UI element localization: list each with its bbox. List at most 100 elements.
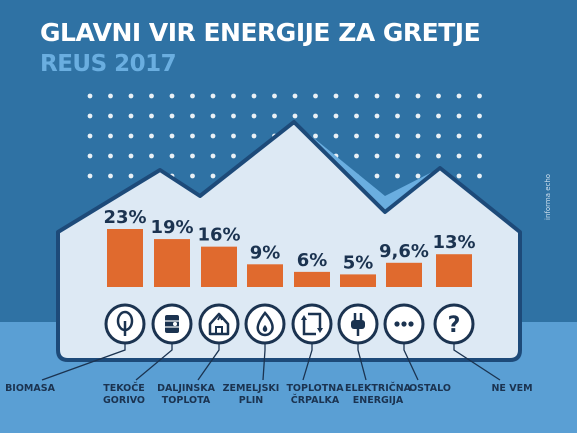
- background-dot: [415, 153, 421, 159]
- background-dot: [231, 113, 236, 119]
- background-dot: [190, 173, 195, 179]
- background-dot: [128, 173, 134, 179]
- background-dot: [169, 133, 175, 139]
- background-dot: [87, 153, 93, 159]
- background-dot: [149, 93, 154, 99]
- background-dot: [415, 133, 421, 139]
- background-dot: [231, 133, 236, 139]
- bar: [247, 264, 283, 287]
- background-dot: [354, 133, 359, 139]
- background-dot: [354, 153, 359, 159]
- bars-group: [107, 229, 472, 287]
- background-dot: [333, 113, 339, 119]
- bar-value-label: 6%: [297, 250, 328, 271]
- background-dot: [251, 93, 257, 99]
- background-dot: [210, 113, 216, 119]
- tree-icon: [104, 303, 146, 345]
- background-dot: [354, 113, 359, 119]
- background-dot: [128, 93, 134, 99]
- flame-icon: [244, 303, 286, 345]
- background-dot: [87, 173, 93, 179]
- background-dot: [436, 133, 441, 139]
- background-dot: [374, 173, 380, 179]
- background-dot: [169, 153, 175, 159]
- page-subtitle: REUS 2017: [40, 51, 177, 77]
- category-label: DALJINSKA TOPLOTA: [157, 383, 215, 406]
- background-dot: [190, 93, 195, 99]
- background-dot: [395, 113, 400, 119]
- category-label: TEKOČE GORIVO: [103, 383, 145, 406]
- bar: [154, 239, 190, 287]
- district-heating-icon: [198, 303, 240, 345]
- background-dot: [87, 133, 93, 139]
- bar: [340, 274, 376, 287]
- background-dot: [231, 153, 236, 159]
- question-icon: ?: [433, 303, 475, 345]
- background-dot: [251, 113, 257, 119]
- background-dot: [128, 113, 134, 119]
- category-label: OSTALO: [409, 383, 451, 394]
- background-dot: [149, 113, 154, 119]
- svg-text:?: ?: [448, 313, 461, 338]
- background-dot: [149, 133, 154, 139]
- bar-value-label: 23%: [103, 207, 146, 228]
- value-labels-group: 23% 19% 16% 9% 6% 5%9,6% 13%: [103, 207, 475, 273]
- background-dot: [292, 113, 298, 119]
- bar: [294, 271, 330, 287]
- bar: [107, 229, 143, 287]
- background-dot: [395, 173, 400, 179]
- background-dot: [395, 93, 400, 99]
- background-dot: [87, 113, 93, 119]
- background-dot: [169, 113, 175, 119]
- background-dot: [149, 153, 154, 159]
- background-dot: [374, 153, 380, 159]
- background-dot: [87, 93, 93, 99]
- background-dot: [292, 93, 298, 99]
- background-dot: [128, 153, 134, 159]
- background-dot: [210, 133, 216, 139]
- background-dot: [190, 153, 195, 159]
- background-dot: [415, 113, 421, 119]
- background-dot: [272, 93, 277, 99]
- category-label: NE VEM: [491, 383, 533, 394]
- background-dot: [374, 133, 380, 139]
- background-dot: [128, 133, 134, 139]
- house-body: [56, 120, 522, 362]
- bar: [436, 254, 472, 287]
- page-title: GLAVNI VIR ENERGIJE ZA GRETJE: [40, 18, 481, 47]
- category-label: ZEMELJSKI PLIN: [222, 383, 280, 406]
- background-dot: [415, 173, 421, 179]
- background-dot: [436, 113, 441, 119]
- background-dot: [456, 153, 462, 159]
- background-dot: [456, 93, 462, 99]
- category-label: TOPLOTNA ČRPALKA: [286, 383, 344, 406]
- background-dot: [436, 93, 441, 99]
- background-dot: [456, 133, 462, 139]
- background-dot: [108, 93, 113, 99]
- bar-value-label: 19%: [150, 217, 193, 238]
- background-dot: [108, 173, 113, 179]
- background-dot: [190, 113, 195, 119]
- background-dot: [231, 93, 236, 99]
- background-dot: [108, 153, 113, 159]
- background-dot: [210, 93, 216, 99]
- heat-pump-icon: [291, 303, 333, 345]
- background-dot: [210, 153, 216, 159]
- background-dot: [333, 93, 339, 99]
- category-label: ELEKTRIČNA ENERGIJA: [345, 383, 411, 406]
- bar: [201, 246, 237, 287]
- background-dot: [251, 133, 257, 139]
- background-dot: [313, 133, 318, 139]
- background-dot: [395, 133, 400, 139]
- background-dot: [436, 153, 441, 159]
- background-dot: [354, 93, 359, 99]
- background-dot: [108, 133, 113, 139]
- oil-barrel-icon: [151, 303, 193, 345]
- background-dot: [374, 113, 380, 119]
- credit-text: informa echo: [544, 173, 552, 220]
- bar-value-label: 16%: [197, 225, 240, 246]
- background-dot: [313, 93, 318, 99]
- background-dot: [169, 93, 175, 99]
- bar-value-label: 9%: [250, 242, 281, 263]
